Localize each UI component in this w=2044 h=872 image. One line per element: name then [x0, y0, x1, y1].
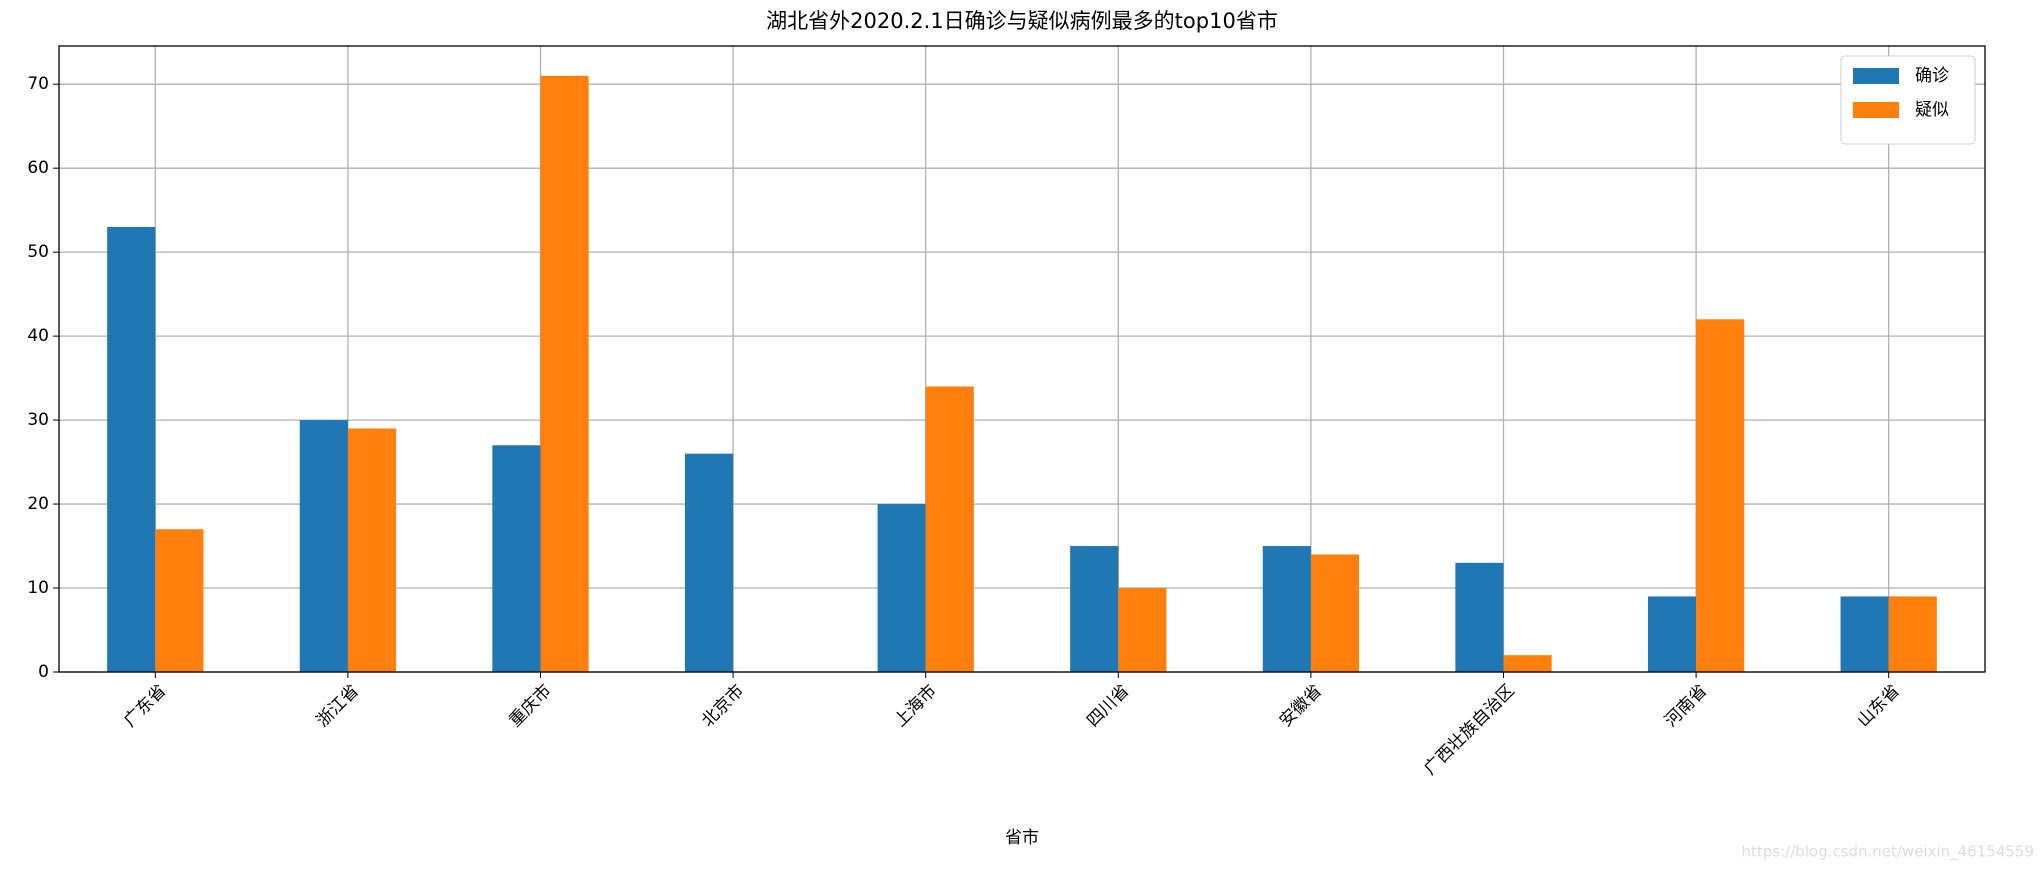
y-tick-label: 50 — [27, 242, 49, 262]
y-tick-label: 70 — [27, 74, 49, 94]
y-tick-label: 40 — [27, 326, 49, 346]
legend-swatch — [1853, 68, 1899, 84]
x-tick-label: 河南省 — [1661, 681, 1711, 731]
bar — [540, 75, 589, 673]
bar — [347, 428, 397, 672]
x-tick-label: 广东省 — [120, 681, 170, 731]
x-tick-label: 北京市 — [698, 681, 748, 731]
x-tick-label: 四川省 — [1083, 681, 1133, 731]
watermark: https://blog.csdn.net/weixin_46154559 — [1741, 843, 2034, 862]
bar — [1262, 546, 1311, 672]
bar — [1647, 596, 1697, 672]
x-tick-label: 山东省 — [1854, 681, 1904, 731]
bar — [1840, 596, 1889, 672]
legend-label: 疑似 — [1915, 100, 1949, 120]
bar — [492, 445, 541, 672]
bar — [1455, 562, 1504, 672]
bar — [1118, 588, 1167, 672]
bar — [107, 226, 156, 672]
x-tick-label: 广西壮族自治区 — [1420, 681, 1518, 779]
x-tick-label: 浙江省 — [313, 681, 363, 731]
x-tick-label: 上海市 — [891, 681, 941, 731]
bar — [299, 420, 348, 672]
bar — [684, 453, 734, 672]
legend-swatch — [1853, 102, 1899, 118]
x-tick-label: 安徽省 — [1276, 681, 1326, 731]
x-axis-label: 省市 — [1005, 828, 1039, 848]
x-tick-label: 重庆市 — [505, 681, 555, 731]
y-tick-label: 0 — [38, 662, 49, 682]
plot-frame — [58, 45, 1986, 673]
bar — [1310, 554, 1360, 672]
bar — [925, 386, 974, 672]
bar — [877, 504, 926, 672]
legend-label: 确诊 — [1915, 66, 1949, 86]
y-tick-label: 60 — [27, 158, 49, 178]
y-tick-label: 20 — [27, 494, 49, 514]
bar — [1888, 596, 1937, 672]
y-tick-label: 30 — [27, 410, 49, 430]
bar — [155, 529, 204, 672]
bar — [1696, 319, 1745, 672]
y-tick-label: 10 — [27, 578, 49, 598]
chart-title: 湖北省外2020.2.1日确诊与疑似病例最多的top10省市 — [766, 9, 1278, 33]
bar — [1070, 546, 1119, 672]
bar — [1503, 655, 1552, 672]
